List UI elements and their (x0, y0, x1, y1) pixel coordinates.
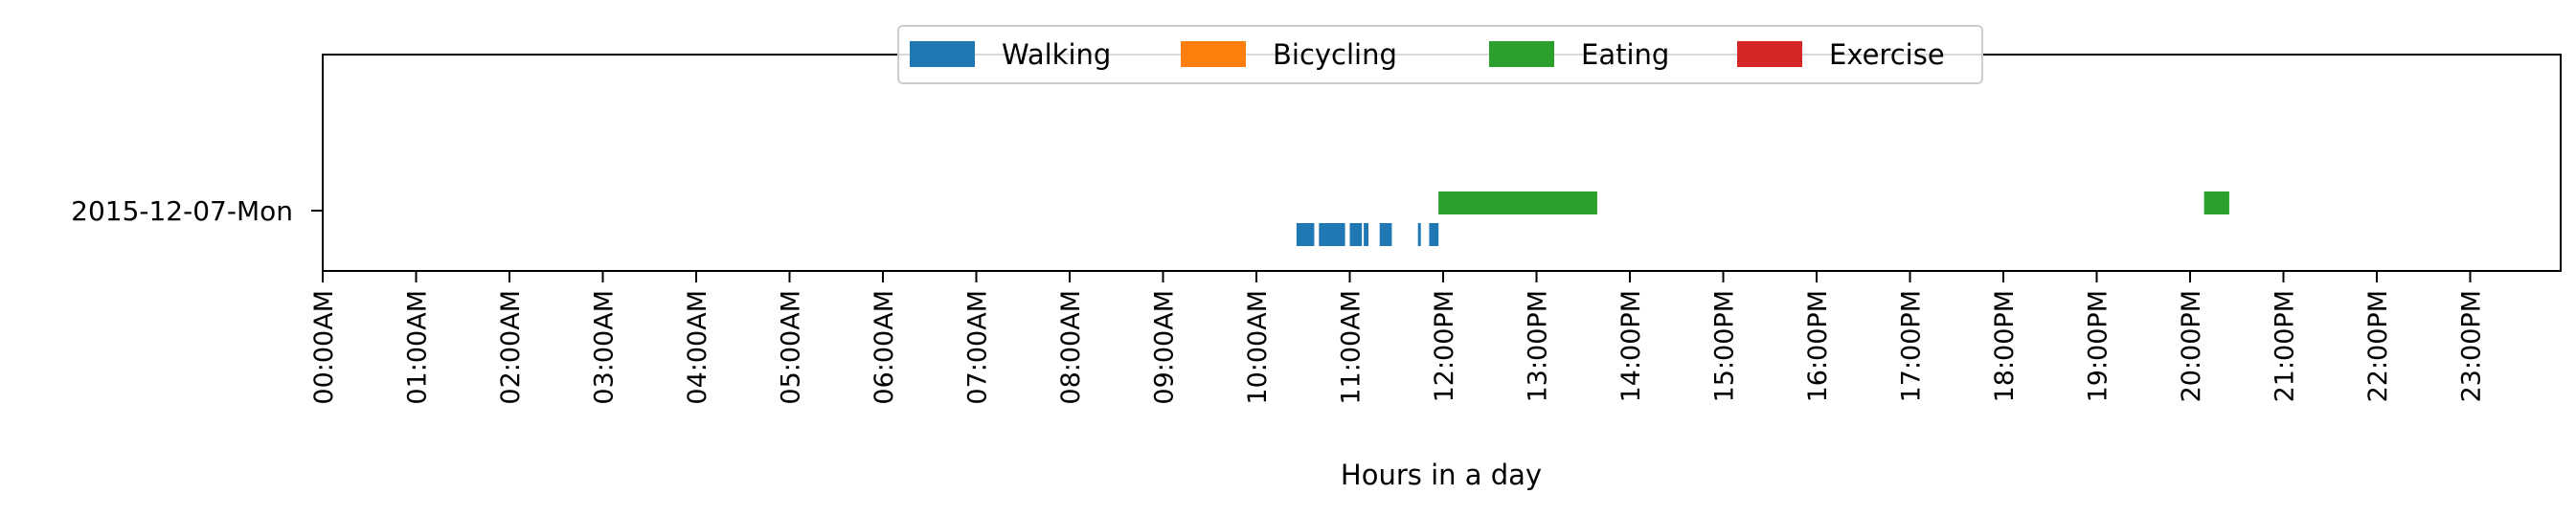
x-tick-label: 02:00AM (496, 290, 526, 405)
x-tick-label: 03:00AM (590, 290, 620, 405)
x-tick-label: 00:00AM (309, 290, 339, 405)
x-tick-label: 23:00PM (2457, 290, 2487, 402)
legend-label-eating: Eating (1581, 38, 1669, 71)
walking-bar (1379, 223, 1392, 246)
x-tick-label: 21:00PM (2271, 290, 2300, 402)
x-tick-label: 05:00AM (777, 290, 806, 405)
x-tick-label: 11:00AM (1337, 290, 1367, 405)
walking-bar (1349, 223, 1363, 246)
x-tick-label: 16:00PM (1803, 290, 1833, 402)
eating-bar (1438, 191, 1597, 214)
x-tick-label: 07:00AM (963, 290, 993, 405)
legend-swatch-walking (910, 41, 975, 67)
x-tick-label: 18:00PM (1990, 290, 2020, 402)
legend-swatch-exercise (1737, 41, 1802, 67)
x-tick-label: 09:00AM (1150, 290, 1180, 405)
legend-label-exercise: Exercise (1829, 38, 1945, 71)
walking-bar (1319, 223, 1345, 246)
legend: Walking Bicycling Eating Exercise (897, 25, 1983, 84)
walking-bar (1296, 223, 1315, 246)
x-tick-label: 19:00PM (2084, 290, 2113, 402)
x-tick-label: 04:00AM (683, 290, 712, 405)
eating-bar (2203, 191, 2229, 214)
walking-bar (1429, 223, 1439, 246)
x-tick-label: 15:00PM (1710, 290, 1740, 402)
x-tick-label: 06:00AM (870, 290, 899, 405)
x-axis-label: Hours in a day (1341, 459, 1542, 491)
walking-bar (1364, 223, 1368, 246)
legend-label-walking: Walking (1002, 38, 1111, 71)
x-axis-ticks: 00:00AM 01:00AM 02:00AM 03:00AM 04:00AM 05:00… (309, 271, 2487, 405)
x-tick-label: 08:00AM (1056, 290, 1086, 405)
x-tick-label: 01:00AM (403, 290, 433, 405)
x-tick-label: 10:00AM (1243, 290, 1273, 405)
legend-swatch-bicycling (1181, 41, 1246, 67)
activity-bars (1296, 191, 2229, 246)
legend-swatch-eating (1489, 41, 1554, 67)
x-tick-label: 12:00PM (1430, 290, 1459, 402)
walking-bar (1417, 223, 1421, 246)
y-category-label: 2015-12-07-Mon (71, 195, 293, 227)
legend-box (897, 25, 1983, 84)
x-tick-label: 14:00PM (1616, 290, 1646, 402)
x-tick-label: 20:00PM (2177, 290, 2206, 402)
x-tick-label: 13:00PM (1524, 290, 1553, 402)
x-tick-label: 22:00PM (2363, 290, 2393, 402)
legend-label-bicycling: Bicycling (1273, 38, 1397, 71)
x-tick-label: 17:00PM (1897, 290, 1927, 402)
legend-items: Walking Bicycling Eating Exercise (910, 38, 1945, 71)
